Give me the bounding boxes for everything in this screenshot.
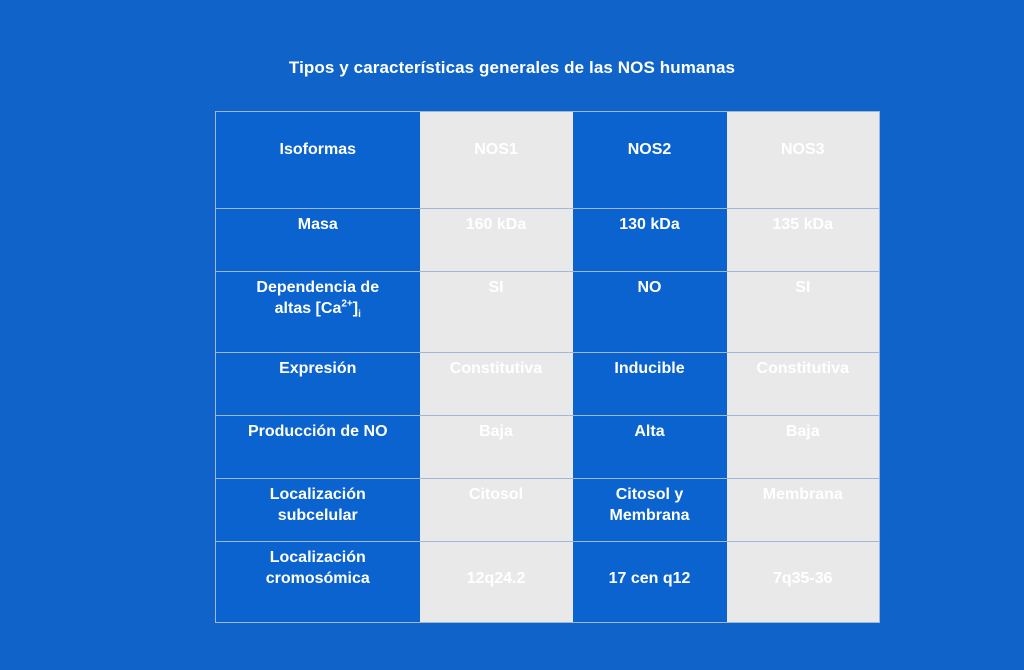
header-cell-isoformas: Isoformas [215, 111, 420, 209]
row-label: Producción de NO [215, 415, 420, 479]
cell-nos2: 17 cen q12 [572, 541, 727, 623]
row-label-line1: Localización [269, 549, 366, 566]
calcium-charge-superscript: 2+ [341, 298, 353, 310]
cell-nos3: Baja [726, 415, 880, 479]
row-label-line2: altas [Ca [274, 300, 342, 317]
cell-nos2: NO [572, 271, 727, 353]
cell-nos1: 12q24.2 [419, 541, 573, 623]
table-header-row: Isoformas NOS1 NOS2 NOS3 [215, 111, 880, 209]
cell-nos2: Citosol y Membrana [572, 478, 727, 542]
row-label: Localización subcelular [215, 478, 420, 542]
cell-nos3: Membrana [726, 478, 880, 542]
cell-nos1: Constitutiva [419, 352, 573, 416]
header-cell-nos2: NOS2 [572, 111, 727, 209]
cell-nos2: Inducible [572, 352, 727, 416]
table-row-expresion: Expresión Constitutiva Inducible Constit… [215, 352, 880, 416]
table-row-dependencia: Dependencia de altas [Ca2+]i SI NO SI [215, 271, 880, 353]
cell-nos1: Baja [419, 415, 573, 479]
row-label-line1: Dependencia de [256, 279, 380, 296]
cell-line2: Membrana [609, 507, 690, 524]
row-label-line2: cromosómica [265, 570, 370, 587]
cell-nos1: SI [419, 271, 573, 353]
table-row-masa: Masa 160 kDa 130 kDa 135 kDa [215, 208, 880, 272]
cell-nos3: 7q35-36 [726, 541, 880, 623]
row-label: Localización cromosómica [215, 541, 420, 623]
bracket-close: ] [352, 300, 359, 317]
intracellular-subscript: i [358, 309, 361, 321]
cell-nos3: Constitutiva [726, 352, 880, 416]
row-label: Masa [215, 208, 420, 272]
row-label-line2: subcelular [277, 507, 358, 524]
row-label-line1: Localización [269, 486, 366, 503]
cell-line1: Citosol y [615, 486, 684, 503]
cell-nos3: SI [726, 271, 880, 353]
cell-nos3: 135 kDa [726, 208, 880, 272]
cell-nos2: Alta [572, 415, 727, 479]
cell-nos2: 130 kDa [572, 208, 727, 272]
header-cell-nos1: NOS1 [419, 111, 573, 209]
cell-nos1: 160 kDa [419, 208, 573, 272]
nos-characteristics-table: Isoformas NOS1 NOS2 NOS3 Masa 160 kDa 13… [215, 111, 880, 623]
table-row-localizacion-subcelular: Localización subcelular Citosol Citosol … [215, 478, 880, 542]
table-row-produccion: Producción de NO Baja Alta Baja [215, 415, 880, 479]
cell-nos1: Citosol [419, 478, 573, 542]
row-label: Dependencia de altas [Ca2+]i [215, 271, 420, 353]
table-row-localizacion-cromosomica: Localización cromosómica 12q24.2 17 cen … [215, 541, 880, 623]
header-cell-nos3: NOS3 [726, 111, 880, 209]
slide-title: Tipos y características generales de las… [288, 58, 736, 77]
row-label: Expresión [215, 352, 420, 416]
